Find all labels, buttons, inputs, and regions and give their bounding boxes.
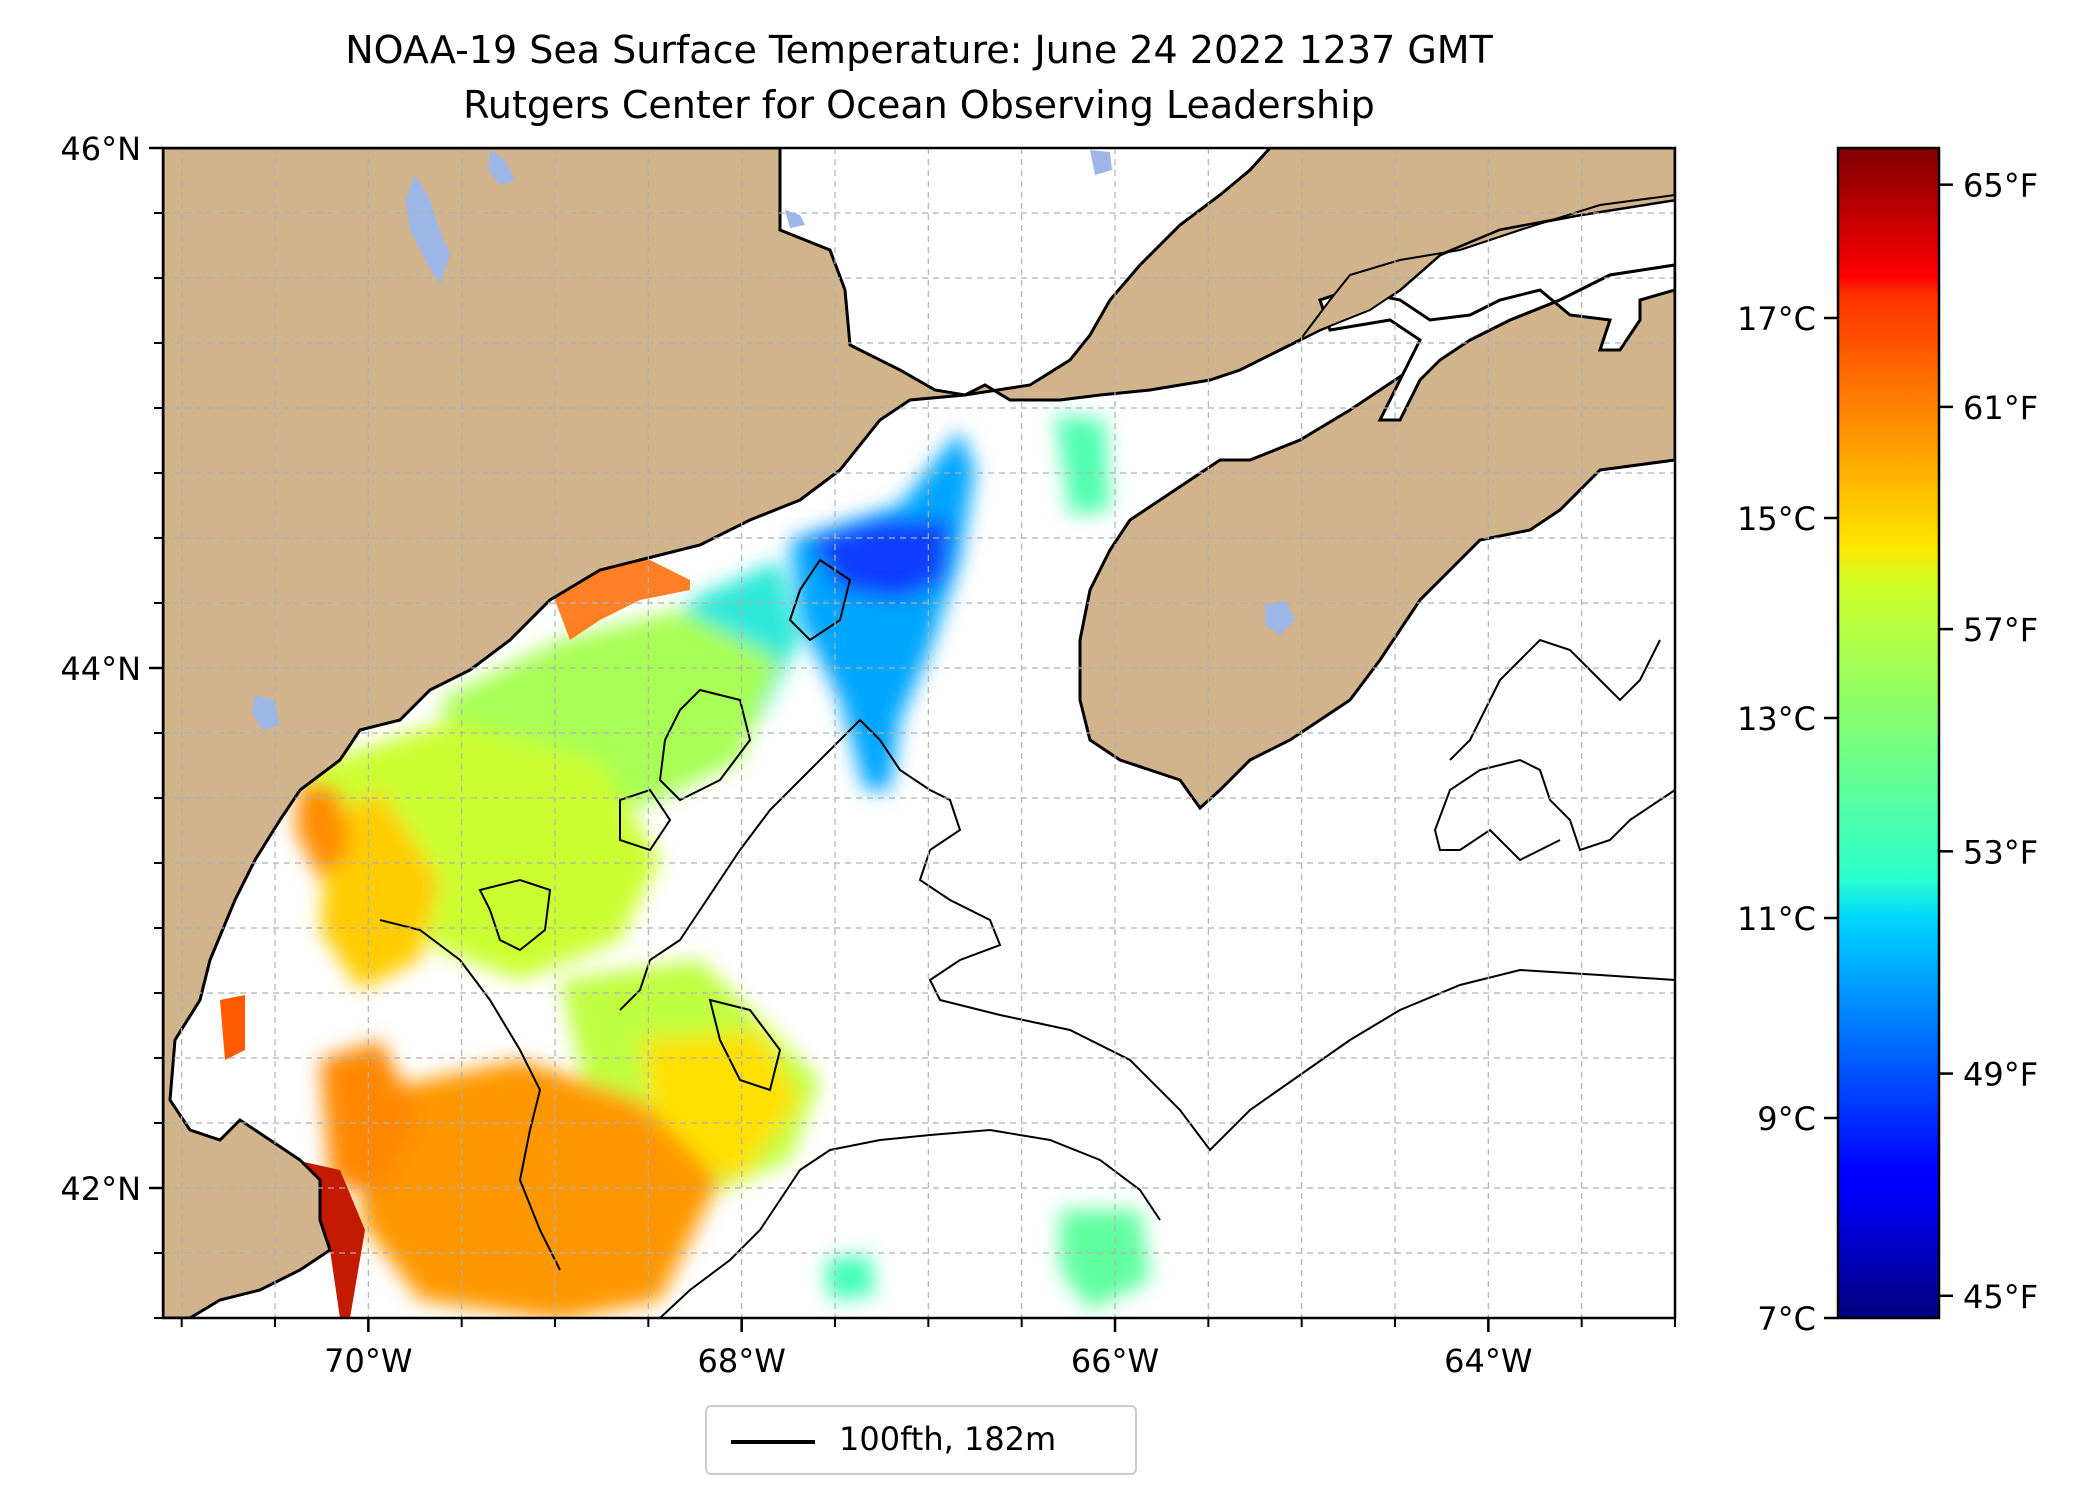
sst-patch	[320, 1040, 420, 1200]
sst-patch	[810, 520, 950, 600]
contour-line	[478, 878, 552, 952]
contour-line	[659, 1128, 1161, 1318]
lake	[1265, 600, 1295, 635]
depth-contours	[379, 558, 1675, 1318]
chart-subtitle: Rutgers Center for Ocean Observing Leade…	[463, 83, 1375, 127]
colorbar-f-label: 61°F	[1963, 389, 2038, 427]
chart-title: NOAA-19 Sea Surface Temperature: June 24…	[345, 28, 1493, 72]
colorbar-f-label: 53°F	[1963, 833, 2038, 871]
colorbar-c-label: 9°C	[1757, 1100, 1816, 1138]
colorbar-c-label: 15°C	[1737, 500, 1816, 538]
colorbar-gradient	[1836, 146, 1941, 1320]
lake	[785, 210, 805, 228]
sst-patch	[220, 995, 245, 1060]
colorbar: 7°C 9°C 11°C 13°C 15°C 17°C 45°F 49°F 53°F 57°F 61…	[1737, 146, 2038, 1338]
gridlines	[163, 148, 1675, 1318]
contour-line	[708, 998, 782, 1092]
x-tick-label: 70°W	[324, 1342, 412, 1380]
lake	[252, 695, 280, 730]
sst-patch	[300, 720, 660, 980]
lake	[1090, 150, 1112, 175]
contour-line	[788, 558, 852, 642]
sst-patch	[1055, 415, 1110, 515]
legend-label: 100fth, 182m	[839, 1420, 1057, 1458]
new-england-land	[163, 148, 1675, 1318]
colorbar-f-label: 65°F	[1963, 167, 2038, 205]
colorbar-c-label: 11°C	[1737, 900, 1816, 938]
colorbar-f-label: 57°F	[1963, 611, 2038, 649]
contour-line	[1433, 758, 1675, 862]
map-area	[163, 148, 1675, 1318]
contour-line	[1449, 638, 1661, 761]
y-tick-label: 44°N	[60, 650, 141, 688]
colorbar-c-label: 13°C	[1737, 700, 1816, 738]
colorbar-c-label: 7°C	[1757, 1300, 1816, 1338]
lakes-layer	[252, 150, 1295, 730]
contour-line	[619, 718, 1675, 1152]
new-brunswick-shore	[1279, 148, 1675, 351]
contour-line	[619, 788, 672, 852]
contour-line	[658, 688, 752, 802]
y-tick-label: 46°N	[60, 130, 141, 168]
axis-ticks: 70°W 68°W 66°W 64°W 46°N 44°N 42°N	[60, 130, 1676, 1380]
colorbar-c-label: 17°C	[1737, 300, 1816, 338]
sst-patch	[1060, 1210, 1150, 1310]
x-tick-label: 66°W	[1071, 1342, 1159, 1380]
colorbar-f-label: 45°F	[1963, 1278, 2038, 1316]
sst-patch	[320, 790, 440, 990]
land-layer	[163, 148, 1675, 1318]
sst-patch	[295, 780, 350, 880]
colorbar-ticks: 7°C 9°C 11°C 13°C 15°C 17°C 45°F 49°F 53°F 57°F 61…	[1737, 167, 2038, 1338]
sst-patch	[825, 1255, 875, 1300]
x-tick-label: 68°W	[697, 1342, 785, 1380]
x-tick-label: 64°W	[1444, 1342, 1532, 1380]
y-tick-label: 42°N	[60, 1170, 141, 1208]
sst-heatmap	[295, 415, 1150, 1318]
lake	[405, 175, 450, 285]
contour-line	[379, 919, 561, 1271]
lake	[488, 150, 515, 185]
legend-line-swatch	[731, 1440, 815, 1444]
legend: 100fth, 182m	[705, 1405, 1137, 1475]
colorbar-f-label: 49°F	[1963, 1056, 2038, 1094]
